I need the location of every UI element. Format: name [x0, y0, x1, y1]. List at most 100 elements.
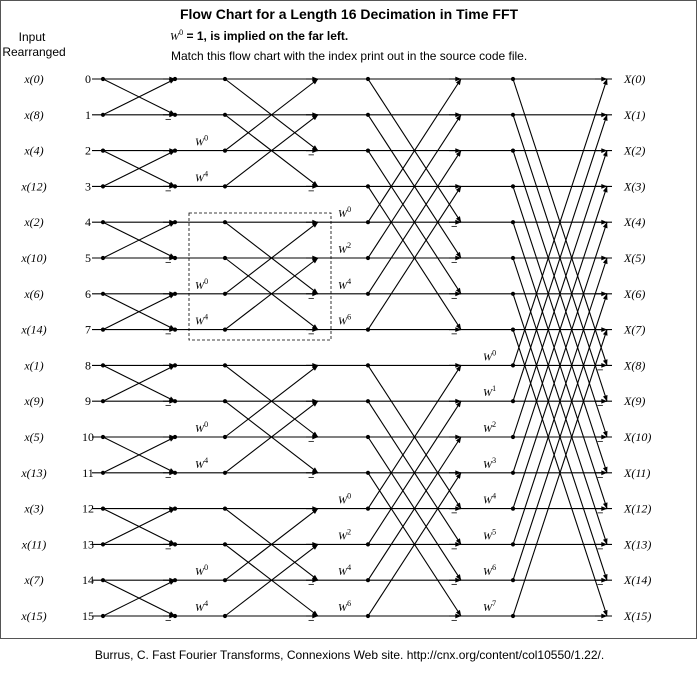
twiddle-s1-r2: W0 [195, 134, 208, 149]
flow-nodes [100, 76, 516, 619]
node-out-r14 [172, 578, 178, 583]
output-label-3: X(3) [623, 179, 645, 193]
twiddle-w: W [195, 316, 205, 328]
twiddle-w: W [483, 423, 493, 435]
input-index-2: 2 [85, 144, 91, 158]
minus-s3-r12: − [597, 508, 603, 520]
twiddle-exponent: 0 [347, 492, 351, 501]
twiddle-exponent: 4 [204, 313, 208, 322]
twiddle-w: W [483, 566, 493, 578]
minus-s2-r4: − [451, 221, 457, 233]
output-label-14: X(14) [623, 573, 651, 587]
minus-s3-r10: − [597, 436, 603, 448]
node-s1-r8 [222, 363, 228, 368]
node-s1-r5 [222, 255, 228, 261]
node-s1-r9 [222, 399, 228, 404]
twiddle-exponent: 4 [204, 169, 208, 178]
input-index-6: 6 [85, 287, 91, 301]
minus-s3-r9: − [597, 400, 603, 412]
output-label-9: X(9) [623, 394, 645, 408]
header-rearranged: Rearranged [2, 45, 65, 59]
node-s0-r10 [100, 434, 106, 440]
twiddle-s2-r12: W0 [338, 492, 351, 507]
node-s3-r6 [510, 291, 516, 296]
minus-s2-r14: − [451, 579, 457, 591]
input-label-7: x(14) [20, 323, 46, 337]
twiddle-s2-r4: W0 [338, 205, 351, 220]
node-s3-r10 [510, 434, 516, 440]
edge-s0-7-6 [102, 293, 176, 331]
twiddle-w: W [483, 602, 493, 614]
node-s2-r11 [365, 470, 371, 475]
output-label-5: X(5) [623, 251, 645, 265]
twiddle-s1-r11: W4 [195, 456, 208, 471]
node-s2-r14 [365, 578, 371, 583]
twiddle-w: W [338, 316, 348, 328]
minus-s0-r7: − [165, 329, 171, 341]
twiddle-exponent: 6 [347, 313, 351, 322]
input-index-1: 1 [85, 108, 91, 122]
minus-s0-r11: − [165, 472, 171, 484]
twiddle-exponent: 4 [204, 599, 208, 608]
node-s2-r7 [365, 327, 371, 332]
node-out-r12 [172, 506, 178, 511]
node-out-r13 [172, 542, 178, 547]
minus-s0-r5: − [165, 257, 171, 269]
twiddle-exponent: 2 [347, 241, 351, 250]
minus-s0-r1: − [165, 114, 171, 126]
node-s2-r6 [365, 291, 371, 296]
node-out-r15 [172, 613, 178, 619]
twiddle-exponent: 0 [492, 348, 496, 357]
node-s0-r2 [100, 148, 106, 153]
minus-s2-r6: − [451, 293, 457, 305]
node-s2-r1 [365, 112, 371, 117]
input-index-12: 12 [82, 502, 94, 516]
node-s1-r7 [222, 327, 228, 332]
node-s1-r3 [222, 184, 228, 189]
node-s3-r13 [510, 542, 516, 547]
edge-s0-15-14 [102, 579, 176, 617]
minus-s3-r15: − [597, 615, 603, 627]
implied-note: W0 = 1, is implied on the far left. [170, 28, 348, 43]
minus-s3-r8: − [597, 364, 603, 376]
minus-s0-r13: − [165, 543, 171, 555]
node-s0-r14 [100, 578, 106, 583]
node-s2-r8 [365, 363, 371, 368]
edge-s0-13-12 [102, 508, 176, 545]
twiddle-exponent: 4 [347, 563, 351, 572]
input-index-3: 3 [85, 179, 91, 193]
node-s1-r6 [222, 291, 228, 296]
minus-s1-r3: − [308, 185, 314, 197]
node-s1-r13 [222, 542, 228, 547]
twiddle-exponent: 0 [204, 420, 208, 429]
twiddle-s3-r12: W4 [483, 492, 496, 507]
twiddle-exponent: 3 [492, 456, 496, 465]
input-label-3: x(12) [20, 179, 46, 193]
node-s0-r11 [100, 470, 106, 475]
input-label-1: x(8) [23, 108, 43, 122]
twiddle-s1-r3: W4 [195, 169, 208, 184]
twiddle-s3-r13: W5 [483, 527, 496, 542]
minus-s1-r10: − [308, 436, 314, 448]
twiddle-w: W [483, 387, 493, 399]
minus-s1-r14: − [308, 579, 314, 591]
minus-s1-r11: − [308, 472, 314, 484]
node-s3-r12 [510, 506, 516, 511]
signal-rails [92, 78, 612, 617]
minus-s2-r15: − [451, 615, 457, 627]
node-s0-r3 [100, 184, 106, 189]
twiddle-exponent: 2 [347, 527, 351, 536]
twiddle-w: W [338, 208, 348, 220]
twiddle-w: W [195, 137, 205, 149]
input-index-4: 4 [85, 215, 91, 229]
output-label-1: X(1) [623, 108, 645, 122]
twiddle-s3-r8: W0 [483, 348, 496, 363]
edge-s0-1-0 [102, 78, 176, 116]
twiddle-w: W [195, 423, 205, 435]
twiddle-s3-r14: W6 [483, 563, 496, 578]
node-s1-r2 [222, 148, 228, 153]
twiddle-exponent: 4 [492, 492, 496, 501]
node-s1-r14 [222, 578, 228, 583]
node-s1-r0 [222, 76, 228, 82]
minus-s3-r14: − [597, 579, 603, 591]
